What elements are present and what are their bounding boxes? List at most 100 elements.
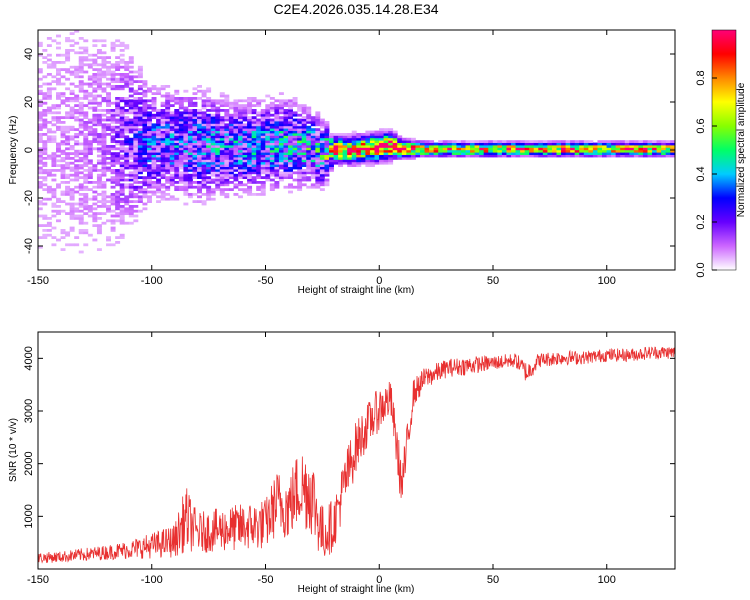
- spectrogram-x-tick-label: 50: [487, 275, 499, 287]
- spectrogram-cell: [128, 176, 134, 179]
- spectrogram-cell: [115, 212, 121, 215]
- spectrogram-cell: [542, 145, 548, 148]
- spectrogram-cell: [92, 190, 98, 194]
- spectrogram-cell: [74, 65, 80, 69]
- spectrogram-cell: [301, 176, 307, 179]
- spectrogram-cell: [224, 142, 230, 146]
- spectrogram-cell: [169, 169, 175, 172]
- spectrogram-cell: [124, 101, 130, 105]
- spectrogram-cell: [256, 154, 262, 158]
- spectrogram-cell: [46, 94, 52, 98]
- spectrogram-cell: [124, 161, 130, 165]
- spectrogram-cell: [319, 147, 325, 151]
- spectrogram-cell: [210, 147, 216, 151]
- spectrogram-cell: [83, 178, 89, 182]
- spectrogram-cell: [96, 159, 102, 163]
- spectrogram-cell: [160, 171, 166, 175]
- spectrogram-cell: [51, 164, 57, 167]
- spectrogram-cell: [197, 154, 202, 158]
- spectrogram-cell: [624, 152, 630, 155]
- spectrogram-cell: [583, 145, 589, 148]
- spectrogram-cell: [38, 181, 43, 184]
- spectrogram-cell: [310, 116, 316, 119]
- spectrogram-cell: [233, 185, 239, 189]
- spectrogram-cell: [401, 142, 407, 146]
- spectrogram-cell: [128, 190, 134, 194]
- spectrogram-cell: [183, 149, 189, 153]
- spectrogram-cell: [69, 157, 75, 160]
- spectrogram-cell: [87, 169, 93, 172]
- spectrogram-cell: [242, 176, 248, 179]
- spectrogram-cell: [306, 116, 312, 119]
- spectrogram-cell: [379, 140, 384, 143]
- spectrogram-cell: [78, 125, 84, 129]
- spectrogram-cell: [187, 137, 193, 141]
- spectrogram-cell: [233, 149, 239, 153]
- spectrogram-cell: [147, 197, 152, 201]
- spectrogram-cell: [115, 113, 121, 117]
- spectrogram-cell: [206, 125, 212, 129]
- spectrogram-cell: [137, 121, 143, 124]
- spectrogram-cell: [602, 147, 607, 151]
- spectrogram-cell: [133, 185, 139, 189]
- spectrogram-cell: [292, 142, 298, 146]
- spectrogram-cell: [178, 147, 184, 151]
- spectrogram-cell: [538, 145, 544, 148]
- spectrogram-cell: [238, 109, 243, 112]
- spectrogram-cell: [369, 133, 375, 136]
- spectrogram-cell: [115, 87, 121, 91]
- spectrogram-cell: [297, 140, 303, 143]
- spectrogram-cell: [633, 147, 639, 151]
- spectrogram-cell: [110, 70, 116, 74]
- spectrogram-cell: [38, 245, 43, 249]
- spectrogram-cell: [38, 116, 43, 119]
- spectrogram-cell: [310, 121, 316, 124]
- spectrogram-cell: [215, 159, 221, 163]
- colorbar-tick-label: 0.2: [695, 214, 707, 229]
- spectrogram-cell: [356, 164, 362, 167]
- spectrogram-cell: [301, 116, 307, 119]
- spectrogram-cell: [65, 173, 71, 177]
- spectrogram-cell: [83, 82, 89, 86]
- spectrogram-cell: [192, 137, 198, 141]
- spectrogram-cell: [156, 121, 162, 124]
- spectrogram-cell: [383, 145, 389, 148]
- spectrogram-cell: [74, 178, 80, 182]
- spectrogram-cell: [151, 169, 157, 172]
- spectrogram-cell: [69, 229, 75, 232]
- spectrogram-cell: [169, 166, 175, 170]
- spectrogram-cell: [561, 154, 566, 158]
- spectrogram-cell: [224, 94, 230, 98]
- spectrogram-cell: [410, 145, 416, 148]
- spectrogram-cell: [65, 188, 71, 191]
- spectrogram-cell: [497, 147, 503, 151]
- spectrogram-cell: [147, 195, 152, 199]
- spectrogram-cell: [187, 128, 193, 131]
- spectrogram-cell: [238, 176, 243, 179]
- spectrogram-cell: [260, 159, 266, 163]
- spectrogram-cell: [274, 159, 280, 163]
- spectrogram-cell: [288, 125, 293, 129]
- spectrogram-cell: [201, 89, 207, 93]
- spectrogram-cell: [465, 145, 471, 148]
- spectrogram-cell: [51, 39, 57, 43]
- spectrogram-cell: [56, 209, 61, 213]
- spectrogram-cell: [96, 118, 102, 122]
- spectrogram-cell: [374, 157, 380, 160]
- spectrogram-cell: [210, 173, 216, 177]
- spectrogram-cell: [388, 159, 394, 163]
- spectrogram-cell: [238, 104, 243, 107]
- spectrogram-cell: [178, 140, 184, 143]
- spectrogram-cell: [106, 77, 111, 81]
- spectrogram-cell: [106, 238, 111, 242]
- spectrogram-cell: [624, 142, 630, 146]
- spectrogram-cell: [56, 183, 61, 187]
- spectrogram-cell: [592, 147, 598, 151]
- spectrogram-cell: [87, 133, 93, 136]
- spectrogram-cell: [74, 169, 80, 172]
- spectrogram-cell: [115, 195, 121, 199]
- spectrogram-cell: [78, 106, 84, 110]
- spectrogram-cell: [206, 193, 212, 196]
- spectrogram-cell: [119, 193, 125, 196]
- spectrogram-cell: [506, 140, 512, 143]
